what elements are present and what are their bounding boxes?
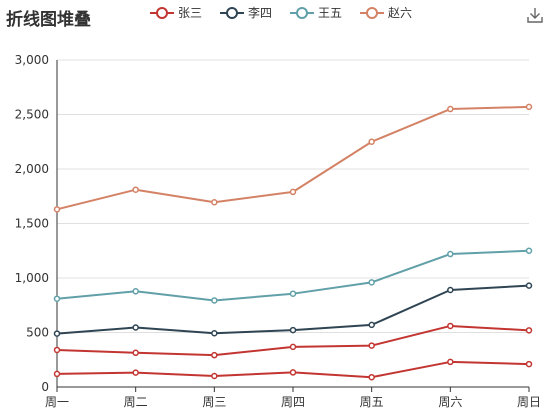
y-tick-label: 0 (41, 380, 49, 394)
legend-label-wangwu: 王五 (318, 6, 343, 20)
x-tick-label: 周四 (281, 395, 305, 409)
data-point-0-4 (368, 373, 375, 381)
y-tick-label: 2,500 (15, 108, 49, 122)
data-point-1-6 (525, 327, 533, 334)
data-point-2-3 (289, 326, 297, 334)
data-point-3-6 (525, 247, 533, 254)
y-tick-label: 1,000 (15, 271, 49, 285)
legend-item-zhangsan[interactable]: 张三 (150, 4, 202, 21)
data-point-2-4 (368, 321, 375, 329)
data-point-1-5 (447, 322, 454, 330)
data-point-3-4 (368, 279, 375, 286)
legend-swatch-wangwu (290, 6, 315, 19)
data-point-0-2 (211, 372, 218, 380)
data-point-2-0 (53, 330, 61, 337)
data-point-1-2 (211, 351, 218, 359)
data-point-3-0 (53, 295, 61, 302)
data-point-3-2 (211, 297, 218, 304)
legend: 张三 李四 王五 赵六 (150, 4, 430, 21)
data-point-0-0 (53, 370, 61, 378)
data-point-1-3 (289, 343, 297, 351)
x-tick-label: 周一 (45, 395, 69, 409)
data-point-4-3 (289, 188, 297, 196)
data-point-4-6 (525, 103, 533, 111)
y-tick-label: 500 (26, 326, 49, 340)
data-point-2-2 (211, 330, 218, 337)
x-tick-label: 周二 (124, 395, 148, 409)
data-point-0-6 (525, 360, 533, 368)
data-point-0-5 (447, 358, 454, 366)
data-point-3-1 (132, 288, 139, 295)
legend-item-wangwu[interactable]: 王五 (290, 4, 342, 21)
data-point-2-6 (525, 282, 533, 289)
legend-label-zhaoliu: 赵六 (388, 6, 413, 20)
y-tick-label: 3,000 (15, 53, 49, 67)
data-point-1-4 (368, 342, 375, 349)
data-point-1-1 (132, 349, 139, 357)
data-point-1-0 (53, 346, 61, 354)
x-tick-label: 周日 (517, 395, 541, 409)
data-point-0-1 (132, 369, 139, 376)
legend-swatch-zhaoliu (360, 6, 385, 19)
legend-swatch-lisi (220, 6, 245, 19)
data-point-4-1 (132, 186, 139, 193)
data-point-0-3 (289, 369, 297, 376)
chart-title: 折线图堆叠 (6, 10, 91, 30)
data-point-3-5 (447, 250, 454, 258)
y-tick-label: 1,500 (15, 217, 49, 231)
data-point-2-1 (132, 324, 139, 331)
legend-label-zhangsan: 张三 (178, 6, 203, 20)
data-point-4-0 (53, 206, 61, 213)
legend-item-lisi[interactable]: 李四 (220, 4, 272, 21)
download-icon[interactable] (526, 6, 544, 24)
data-point-2-5 (447, 286, 454, 294)
data-point-4-4 (368, 138, 375, 145)
x-tick-label: 周六 (438, 395, 462, 409)
data-point-4-2 (211, 198, 218, 206)
legend-label-lisi: 李四 (248, 6, 273, 20)
x-tick-label: 周三 (202, 395, 226, 409)
data-point-4-5 (447, 105, 454, 113)
legend-item-zhaoliu[interactable]: 赵六 (360, 4, 412, 21)
y-tick-label: 2,000 (15, 162, 49, 176)
data-point-3-3 (289, 290, 297, 297)
legend-swatch-zhangsan (150, 6, 174, 19)
x-tick-label: 周五 (360, 395, 384, 409)
